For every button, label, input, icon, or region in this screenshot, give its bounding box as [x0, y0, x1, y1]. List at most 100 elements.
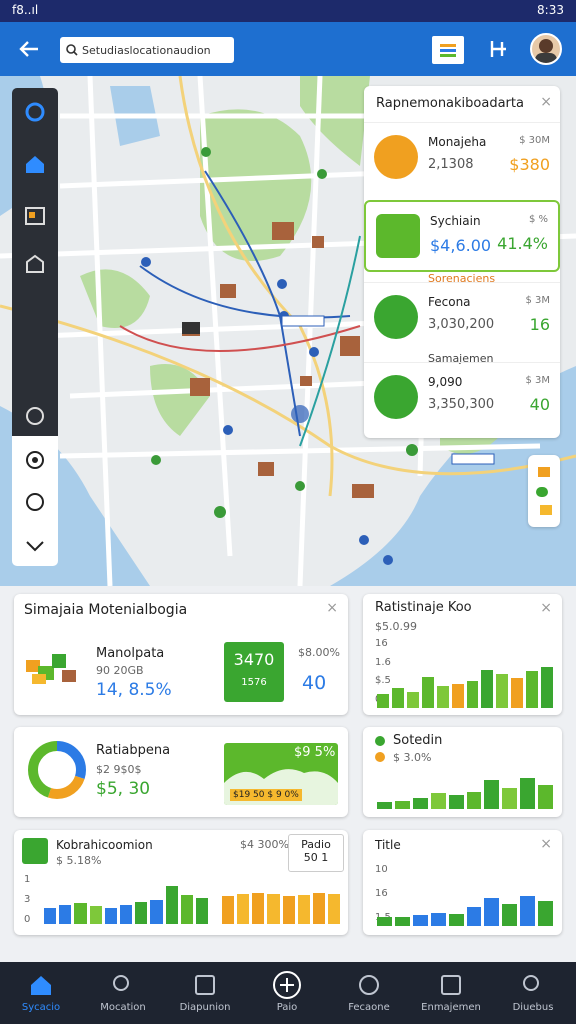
y-tick-label: 16 — [375, 888, 388, 899]
panel-item[interactable]: Fecona $ 3M 3,030,200 16 — [364, 282, 560, 355]
card-title: Kobrahicoomion — [56, 838, 153, 852]
nav-item[interactable]: Diuebus — [492, 962, 574, 1024]
close-button[interactable]: × — [326, 600, 338, 616]
shape — [141, 257, 151, 267]
bar — [496, 674, 509, 708]
shape — [538, 467, 550, 477]
nav-item[interactable]: Paio — [246, 962, 328, 1024]
item-name: Manolpata — [96, 646, 165, 661]
stat-value: 40 — [302, 672, 327, 694]
summary-card[interactable]: Simajaia Motenialbogia × Manolpata 90 20… — [14, 594, 348, 715]
shape — [406, 444, 418, 456]
item-icon — [376, 214, 420, 258]
shape — [26, 451, 44, 469]
building-tool[interactable] — [23, 252, 47, 276]
shape — [359, 535, 369, 545]
chart-card[interactable]: Sotedin $ 3.0% — [363, 727, 562, 817]
chart-card[interactable]: Kobrahicoomion $ 5.18% $4 300% Padio 50 … — [14, 830, 348, 935]
bar — [327, 893, 340, 924]
nav-icon — [273, 971, 301, 999]
back-button[interactable] — [18, 39, 40, 59]
layers-button[interactable] — [432, 36, 464, 64]
item-name: Fecona — [428, 295, 471, 309]
shape — [52, 654, 66, 668]
avatar[interactable] — [530, 33, 562, 65]
shape — [151, 147, 418, 518]
filter-button[interactable] — [487, 38, 511, 60]
panel-item[interactable]: Monajeha $ 30M 2,1308 $380 — [364, 122, 560, 195]
y-tick-label: $.5 — [375, 675, 391, 687]
donut-card[interactable]: Ratiabpena $2 9$0$ $5, 30 $9 5% $19 50 $… — [14, 727, 348, 817]
area-label: $9 5% — [294, 745, 336, 760]
nav-item[interactable]: Sycacio — [0, 962, 82, 1024]
home-button[interactable] — [23, 152, 47, 176]
shape — [119, 325, 361, 352]
shape — [0, 304, 576, 476]
shape — [26, 156, 44, 173]
nav-label: Mocation — [100, 1002, 146, 1013]
bar — [377, 694, 389, 708]
shape — [536, 487, 548, 497]
bar — [412, 914, 428, 926]
zoom-button[interactable] — [23, 490, 47, 514]
shape — [32, 674, 46, 684]
app-bar: Setudiaslocationaudion — [0, 22, 576, 76]
shape — [66, 44, 76, 54]
bar — [222, 895, 235, 924]
bar — [502, 903, 518, 926]
bar — [119, 904, 133, 924]
donut-segment — [28, 741, 86, 799]
bar — [267, 893, 280, 924]
card-sub: $5.0.99 — [375, 620, 417, 633]
shape — [539, 39, 553, 53]
expand-button[interactable] — [23, 532, 47, 556]
shape — [222, 870, 340, 924]
item-name: Monajeha — [428, 135, 487, 149]
box — [441, 975, 461, 995]
bar — [44, 907, 57, 924]
shape — [377, 870, 554, 926]
shape: 1 3 0 — [24, 874, 40, 926]
chart-card[interactable]: Ratistinaje Koo × $5.0.99 161.6$.50 — [363, 594, 562, 715]
shape — [451, 453, 495, 465]
nav-item[interactable]: Enmajemen — [410, 962, 492, 1024]
map-legend[interactable] — [528, 455, 560, 527]
item-name: Ratiabpena — [96, 743, 171, 758]
shape — [317, 169, 327, 179]
item-value: 3,030,200 — [428, 317, 495, 332]
shape — [377, 757, 554, 809]
box-value: 50 1 — [303, 851, 329, 864]
close-button[interactable]: × — [540, 600, 552, 616]
locate-button[interactable] — [23, 100, 47, 124]
search-box[interactable]: Setudiaslocationaudion — [60, 37, 234, 63]
shape — [32, 457, 38, 463]
close-button[interactable]: × — [540, 836, 552, 852]
bar — [89, 905, 102, 924]
layers-tool[interactable] — [23, 204, 47, 228]
nav-icon — [31, 976, 51, 995]
compass-tool[interactable] — [23, 404, 47, 428]
card-title: Simajaia Motenialbogia — [24, 602, 188, 618]
panel-item[interactable]: Sychiain $ % $4,6.00 41.4% — [364, 200, 560, 272]
bar — [252, 892, 265, 924]
shape — [223, 425, 233, 435]
map-controls — [12, 436, 58, 566]
nav-icon — [359, 975, 379, 995]
bar — [421, 676, 434, 708]
chart-card[interactable]: Title × 10161.5 — [363, 830, 562, 935]
nav-item[interactable]: Mocation — [82, 962, 164, 1024]
legend-dot — [375, 736, 385, 746]
panel-item[interactable]: 9,090 $ 3M 3,350,300 40 — [364, 362, 560, 435]
close-button[interactable]: × — [540, 94, 552, 110]
bar — [448, 795, 464, 809]
item-value: 2,1308 — [428, 157, 474, 172]
bar — [466, 792, 482, 809]
shape — [220, 284, 236, 298]
nav-item[interactable]: Fecaone — [328, 962, 410, 1024]
shape — [214, 506, 226, 518]
nav-item[interactable]: Diapunion — [164, 962, 246, 1024]
legend-dot — [375, 752, 385, 762]
rotate-button[interactable] — [23, 448, 47, 472]
nav-icon — [441, 975, 461, 995]
bar — [520, 777, 536, 809]
